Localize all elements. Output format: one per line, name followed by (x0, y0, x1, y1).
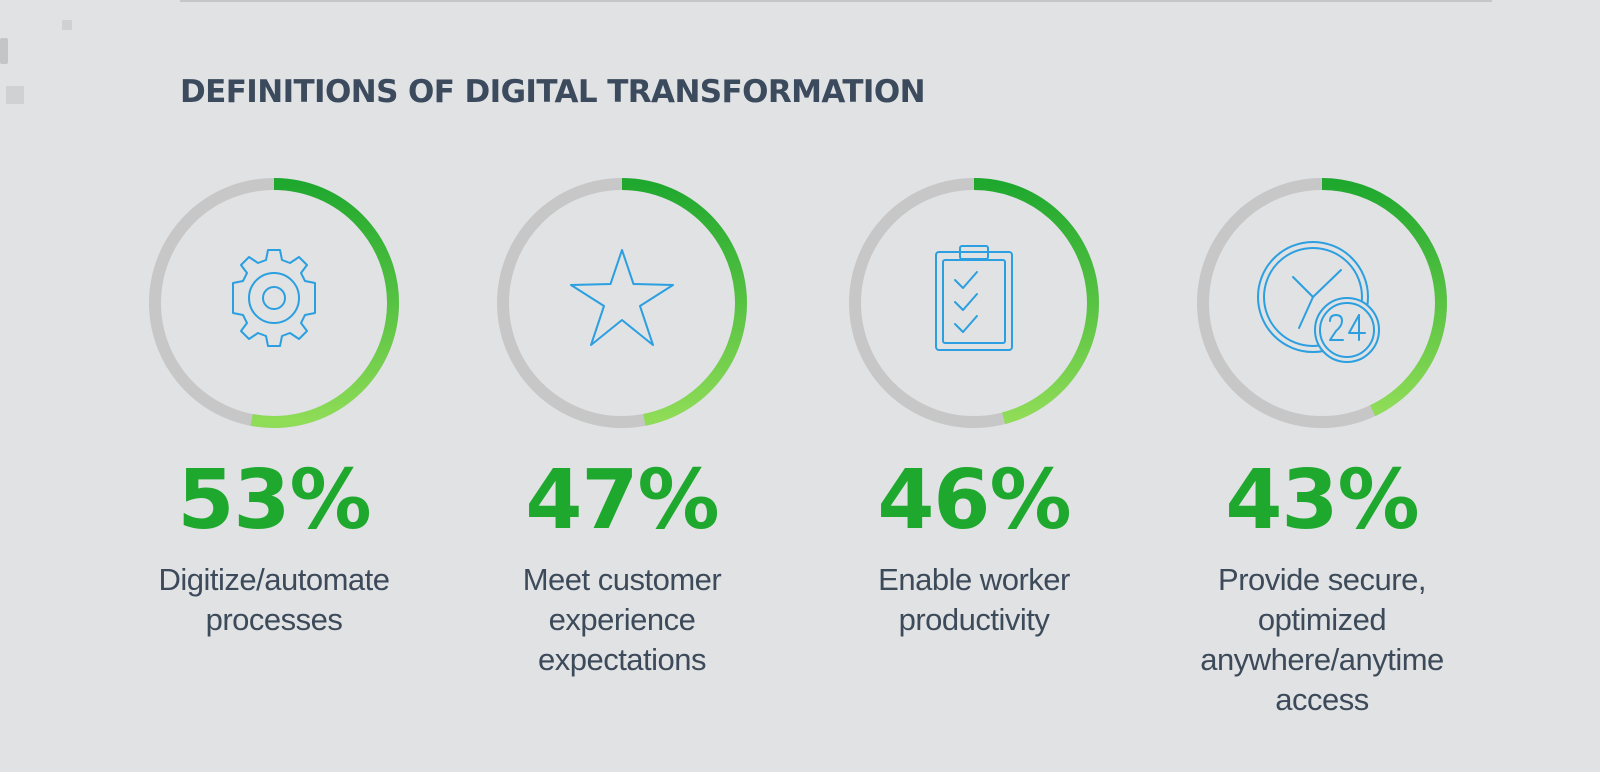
decorative-square (62, 20, 72, 30)
gear-icon (232, 249, 316, 347)
stat-label: Digitize/automate processes (158, 562, 390, 637)
stat-value: 46% (877, 453, 1071, 548)
donut-chart (1197, 178, 1447, 428)
donut-value-arc (250, 178, 399, 428)
donut-chart (497, 178, 747, 428)
top-divider (180, 0, 1492, 2)
stat-label: Provide secure, optimized anywhere/anyti… (1200, 562, 1444, 717)
clipboard-checklist-icon (935, 245, 1013, 351)
donut-value-arc (1321, 178, 1447, 417)
stat-value: 53% (177, 453, 371, 548)
decorative-square (6, 86, 24, 104)
donut-value-arc (973, 178, 1099, 425)
stat-value: 43% (1225, 453, 1419, 548)
stat-value: 47% (525, 453, 719, 548)
stat-card-digitize: 53% Digitize/automate processes (124, 168, 424, 640)
stat-label: Enable worker productivity (878, 562, 1070, 637)
donut-value-arc (621, 178, 747, 426)
stat-card-secure-access: 43% Provide secure, optimized anywhere/a… (1172, 168, 1472, 720)
stat-card-worker-productivity: 46% Enable worker productivity (824, 168, 1124, 640)
donut-chart (149, 178, 399, 428)
stat-label: Meet customer experience expectations (522, 562, 722, 677)
clock-24-icon (1257, 241, 1380, 363)
stat-card-customer-experience: 47% Meet customer experience expectation… (472, 168, 772, 680)
star-icon (570, 249, 674, 346)
page-title: DEFINITIONS OF DIGITAL TRANSFORMATION (180, 74, 926, 110)
donut-chart (849, 178, 1099, 428)
decorative-bar (0, 38, 8, 64)
